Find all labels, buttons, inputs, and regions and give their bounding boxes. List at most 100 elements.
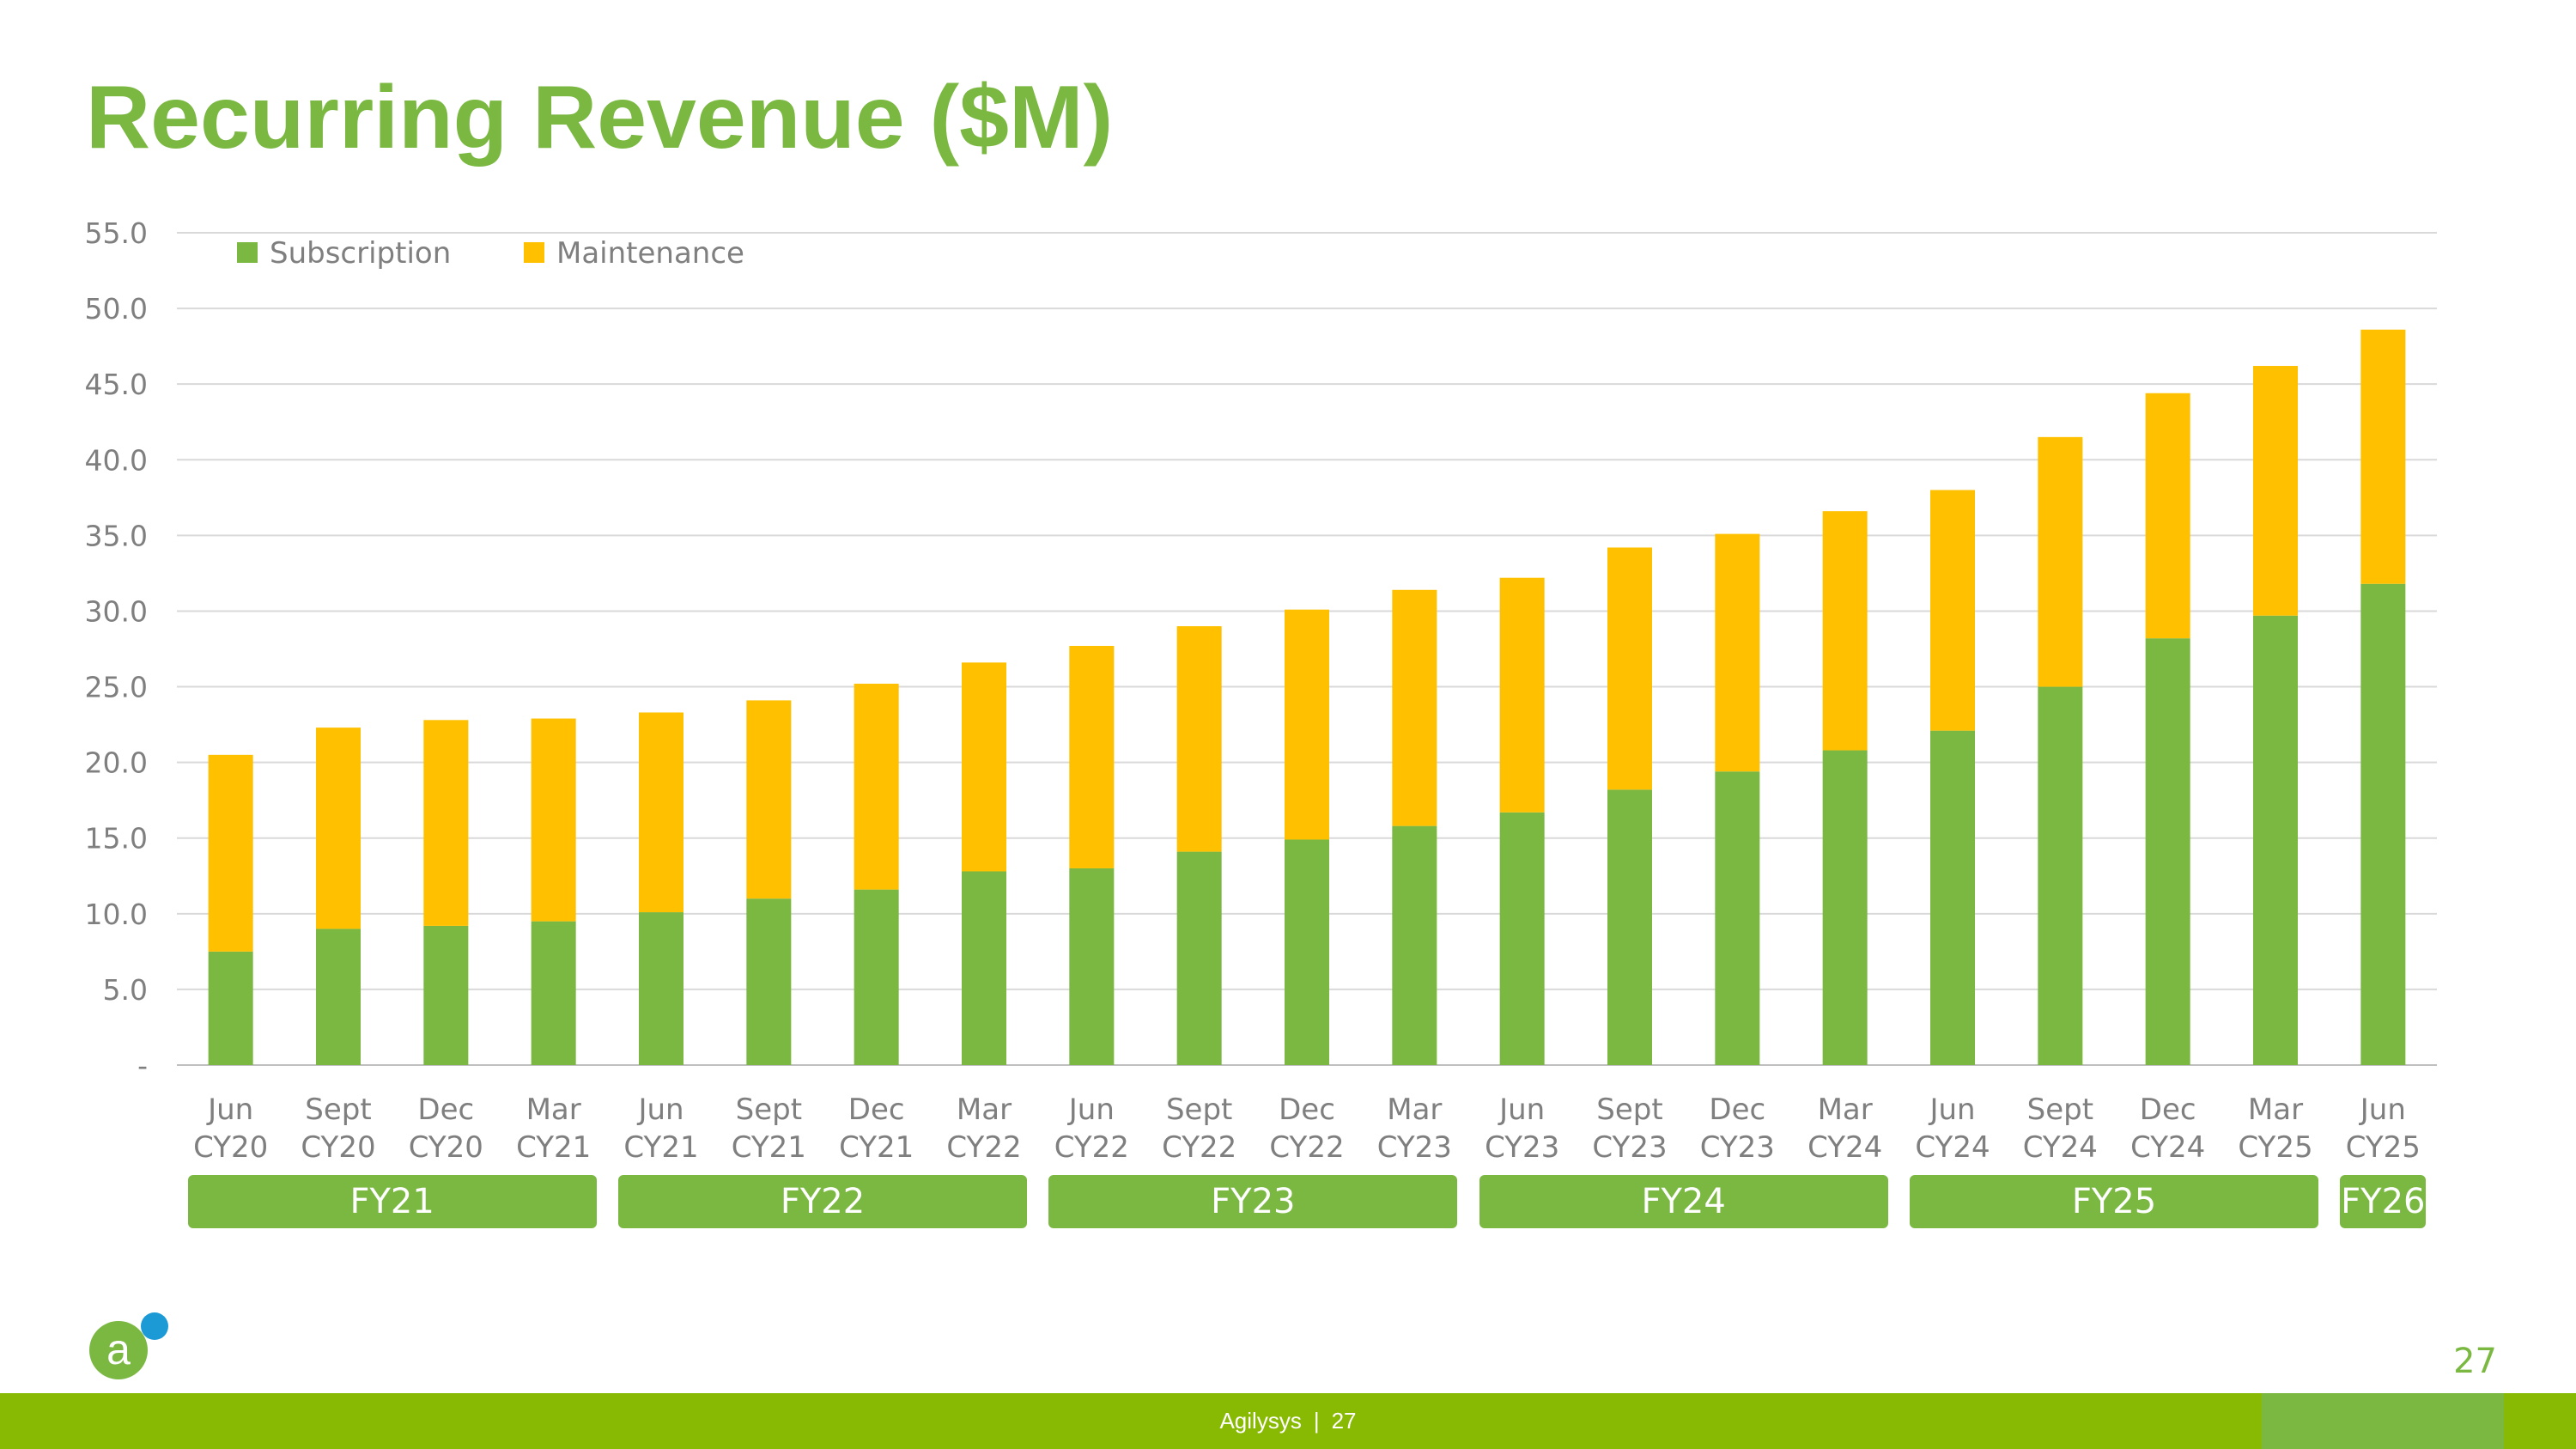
x-tick-label-month: Jun — [1498, 1093, 1545, 1127]
x-tick-label-month: Dec — [848, 1093, 905, 1127]
x-tick-label-month: Sept — [1596, 1093, 1662, 1127]
bar-maintenance — [2253, 366, 2298, 616]
logo-letter: a — [106, 1325, 131, 1373]
bar-subscription — [962, 871, 1006, 1065]
x-tick-label-month: Jun — [2359, 1093, 2406, 1127]
y-tick-label: 10.0 — [85, 898, 148, 931]
x-tick-label-year: CY24 — [1807, 1130, 1882, 1165]
x-tick-label-year: CY25 — [2238, 1130, 2312, 1165]
recurring-revenue-chart: - 5.0 10.0 15.0 20.0 25.0 30.0 35.0 40.0 45.0 50.0… — [85, 216, 2437, 1165]
x-tick-label-year: CY24 — [2130, 1130, 2205, 1165]
y-tick-label: 25.0 — [85, 671, 148, 704]
bar-subscription — [2253, 615, 2298, 1065]
bar-subscription — [1285, 839, 1329, 1065]
logo-blue-dot — [141, 1312, 168, 1340]
fiscal-year-label: FY22 — [618, 1175, 1027, 1228]
y-tick-label: 45.0 — [85, 368, 148, 401]
x-tick-label-month: Mar — [2248, 1093, 2303, 1127]
bar-maintenance — [746, 700, 792, 899]
bar-maintenance — [2360, 329, 2406, 584]
x-tick-label-month: Dec — [1279, 1093, 1335, 1127]
y-tick-label: 30.0 — [85, 594, 148, 628]
x-tick-label-year: CY22 — [1162, 1130, 1236, 1165]
x-tick-label-year: CY20 — [193, 1130, 268, 1165]
y-tick-label: 35.0 — [85, 519, 148, 552]
x-tick-label-year: CY23 — [1592, 1130, 1667, 1165]
x-tick-label-month: Jun — [1928, 1093, 1975, 1127]
x-tick-label-month: Jun — [1067, 1093, 1115, 1127]
page-number: 27 — [2453, 1342, 2497, 1381]
x-tick-label-year: CY21 — [623, 1130, 698, 1165]
footer-page: 27 — [1331, 1408, 1357, 1434]
bar-maintenance — [423, 720, 469, 926]
fiscal-year-label: FY25 — [1910, 1175, 2318, 1228]
bar-subscription — [1715, 771, 1760, 1065]
x-tick-label-month: Sept — [736, 1093, 802, 1127]
footer-accent-block — [2262, 1393, 2504, 1449]
footer: Agilysys | 27 — [0, 1393, 2576, 1449]
bar-subscription — [854, 889, 899, 1065]
x-tick-label-month: Dec — [417, 1093, 474, 1127]
bar-maintenance — [1392, 589, 1437, 826]
x-tick-label-month: Sept — [1166, 1093, 1232, 1127]
legend-label: Maintenance — [556, 236, 744, 271]
bar-maintenance — [962, 662, 1006, 872]
bar-subscription — [316, 928, 361, 1065]
x-tick-label-month: Mar — [1818, 1093, 1873, 1127]
bar-subscription — [1499, 812, 1545, 1065]
logo-green-circle — [89, 1321, 148, 1379]
footer-company: Agilysys — [1219, 1408, 1302, 1434]
y-tick-label: 5.0 — [103, 973, 148, 1007]
bar-maintenance — [316, 728, 361, 929]
x-tick-label-year: CY24 — [2023, 1130, 2098, 1165]
x-tick-label-month: Dec — [2140, 1093, 2196, 1127]
footer-separator: | — [1313, 1408, 1320, 1434]
y-tick-label: 55.0 — [85, 216, 148, 250]
bar-maintenance — [531, 718, 576, 922]
bar-subscription — [1607, 789, 1652, 1065]
page-title: Recurring Revenue ($M) — [86, 68, 1114, 167]
bar-maintenance — [854, 684, 899, 890]
bar-maintenance — [1285, 609, 1329, 840]
agilysys-logo: a — [89, 1312, 168, 1379]
x-tick-label-year: CY23 — [1700, 1130, 1775, 1165]
fiscal-year-label: FY21 — [187, 1175, 597, 1228]
bar-subscription — [1069, 868, 1115, 1065]
x-tick-label-year: CY23 — [1377, 1130, 1452, 1165]
y-tick-label: 20.0 — [85, 746, 148, 780]
x-tick-label-year: CY23 — [1485, 1130, 1559, 1165]
fiscal-year-label: FY26 — [2340, 1175, 2427, 1228]
x-tick-label-month: Mar — [1387, 1093, 1442, 1127]
x-tick-label-year: CY22 — [1269, 1130, 1344, 1165]
x-tick-label-month: Jun — [206, 1093, 253, 1127]
bar-maintenance — [1176, 626, 1222, 852]
y-tick-label: 50.0 — [85, 292, 148, 326]
x-tick-label-year: CY24 — [1915, 1130, 1990, 1165]
bar-maintenance — [1499, 577, 1545, 813]
bar-subscription — [1176, 851, 1222, 1065]
x-tick-label-year: CY21 — [516, 1130, 591, 1165]
x-tick-label-month: Mar — [526, 1093, 581, 1127]
x-tick-label-year: CY22 — [1054, 1130, 1129, 1165]
x-tick-label-year: CY21 — [839, 1130, 914, 1165]
bar-maintenance — [639, 712, 683, 913]
bar-maintenance — [1930, 490, 1975, 731]
bar-maintenance — [2145, 393, 2190, 639]
legend-swatch — [524, 242, 544, 263]
legend-label: Subscription — [270, 236, 451, 271]
legend-swatch — [237, 242, 258, 263]
bar-subscription — [208, 951, 253, 1065]
bar-maintenance — [1822, 511, 1868, 751]
bar-maintenance — [1069, 645, 1115, 868]
bar-subscription — [531, 921, 576, 1065]
x-tick-label-month: Jun — [636, 1093, 683, 1127]
y-tick-label: 15.0 — [85, 822, 148, 855]
y-tick-label: 40.0 — [85, 443, 148, 477]
fiscal-year-label: FY24 — [1479, 1175, 1888, 1228]
bar-subscription — [1930, 730, 1975, 1065]
bar-subscription — [639, 912, 683, 1065]
x-tick-label-month: Sept — [2027, 1093, 2093, 1127]
x-tick-label-year: CY20 — [409, 1130, 483, 1165]
bar-maintenance — [1607, 547, 1652, 790]
bar-subscription — [423, 925, 469, 1065]
